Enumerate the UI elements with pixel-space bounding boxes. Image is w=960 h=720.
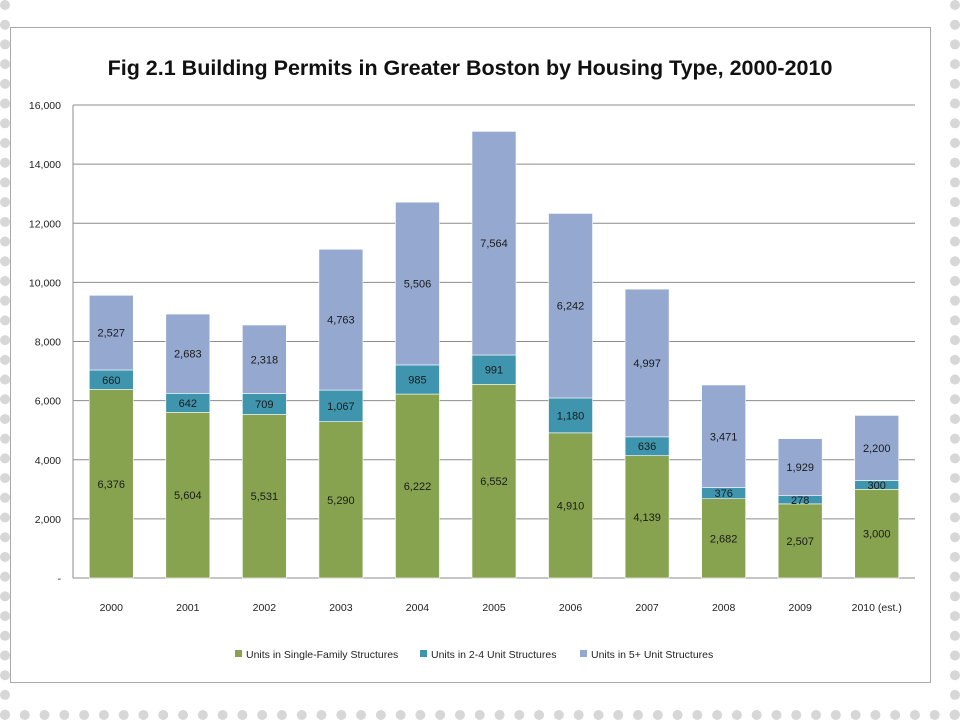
chart-area [10, 27, 931, 683]
legend-swatch [235, 650, 242, 657]
y-tick-label: 8,000 [35, 337, 61, 349]
data-label: 6,222 [404, 481, 432, 493]
data-label: 4,910 [557, 500, 585, 512]
bar-segment [395, 364, 440, 395]
bar-segment [88, 389, 134, 579]
data-label: 660 [102, 375, 120, 387]
y-tick-label: 14,000 [29, 159, 61, 171]
data-label: 5,531 [251, 491, 279, 503]
bar-segment [471, 131, 517, 356]
data-label: 6,552 [480, 476, 508, 488]
x-tick-label: 2009 [789, 602, 813, 614]
bar-segment [242, 324, 287, 394]
data-label: 300 [868, 480, 886, 492]
data-label: 6,242 [557, 301, 585, 313]
data-label: 2,682 [710, 533, 738, 545]
data-label: 2,507 [786, 536, 814, 548]
bar-segment [395, 393, 440, 579]
data-label: 5,290 [327, 495, 355, 507]
data-label: 991 [485, 365, 503, 377]
data-label: 376 [714, 488, 732, 500]
data-label: 2,200 [863, 443, 891, 455]
legend-swatch [420, 650, 427, 657]
data-label: 709 [255, 399, 273, 411]
chart-title: Fig 2.1 Building Permits in Greater Bost… [108, 56, 833, 80]
x-tick-label: 2001 [176, 602, 200, 614]
data-label: 636 [638, 441, 656, 453]
data-label: 1,067 [327, 401, 355, 413]
bar-segment [777, 503, 823, 579]
x-tick-label: 2008 [712, 602, 736, 614]
bar-segment [471, 384, 517, 579]
data-label: 1,929 [786, 462, 814, 474]
bar-segment [165, 313, 211, 394]
x-tick-label: 2005 [482, 602, 506, 614]
y-tick-label: 2,000 [35, 514, 61, 526]
y-tick-label: 10,000 [29, 277, 61, 289]
data-label: 642 [179, 398, 197, 410]
bar-segment [701, 384, 746, 488]
bar-segment [854, 415, 900, 481]
data-label: 278 [791, 495, 809, 507]
bars: 6,376 660 2,527 5,604 642 2,683 5,531 709 2,318 5… [88, 131, 900, 579]
data-label: 3,000 [863, 529, 891, 541]
x-tick-label: 2007 [635, 602, 659, 614]
bar-segment [548, 213, 593, 399]
bar-segment [548, 432, 593, 579]
legend-swatch [580, 650, 587, 657]
y-tick-label: 6,000 [35, 396, 61, 408]
data-label: 4,997 [633, 358, 661, 370]
legend-label: Units in Single-Family Structures [246, 649, 398, 661]
x-tick-label: 2002 [253, 602, 277, 614]
x-tick-label: 2004 [406, 602, 430, 614]
x-axis: 2000 2001 2002 2003 2004 2005 2006 2007 2008 2009… [100, 602, 902, 614]
bar-segment [318, 248, 364, 391]
data-label: 5,506 [404, 279, 432, 291]
data-label: 985 [408, 375, 426, 387]
data-label: 4,139 [633, 512, 661, 524]
bar-segment [777, 438, 823, 496]
data-label: 3,471 [710, 431, 738, 443]
x-tick-label: 2006 [559, 602, 583, 614]
bar-segment [701, 498, 746, 579]
y-tick-label: - [58, 573, 62, 585]
x-tick-label: 2003 [329, 602, 353, 614]
x-tick-label: 2010 (est.) [852, 602, 902, 614]
data-label: 2,527 [98, 328, 126, 340]
y-tick-label: 12,000 [29, 218, 61, 230]
y-tick-label: 16,000 [29, 100, 61, 112]
legend: Units in Single-Family Structures Units i… [235, 649, 713, 661]
y-tick-label: 4,000 [35, 455, 61, 467]
bar-segment [548, 397, 593, 434]
x-tick-label: 2000 [100, 602, 124, 614]
bar-segment [242, 414, 287, 579]
data-label: 1,180 [557, 410, 585, 422]
data-label: 2,683 [174, 349, 202, 361]
bar-segment [165, 412, 211, 579]
legend-label: Units in 5+ Unit Structures [591, 649, 713, 661]
y-axis: - 2,000 4,000 6,000 8,000 10,000 12,000 14,000 1… [29, 100, 74, 585]
data-label: 4,763 [327, 315, 355, 327]
bar-segment [318, 421, 364, 579]
bar-segment [624, 455, 670, 579]
data-label: 6,376 [98, 479, 126, 491]
bar-segment [88, 294, 134, 371]
data-label: 5,604 [174, 490, 202, 502]
data-label: 2,318 [251, 354, 279, 366]
bar-segment [395, 201, 440, 366]
bar-segment [318, 389, 364, 422]
legend-label: Units in 2-4 Unit Structures [431, 649, 556, 661]
bar-segment [624, 288, 670, 438]
data-label: 7,564 [480, 238, 508, 250]
bar-segment [471, 354, 517, 385]
